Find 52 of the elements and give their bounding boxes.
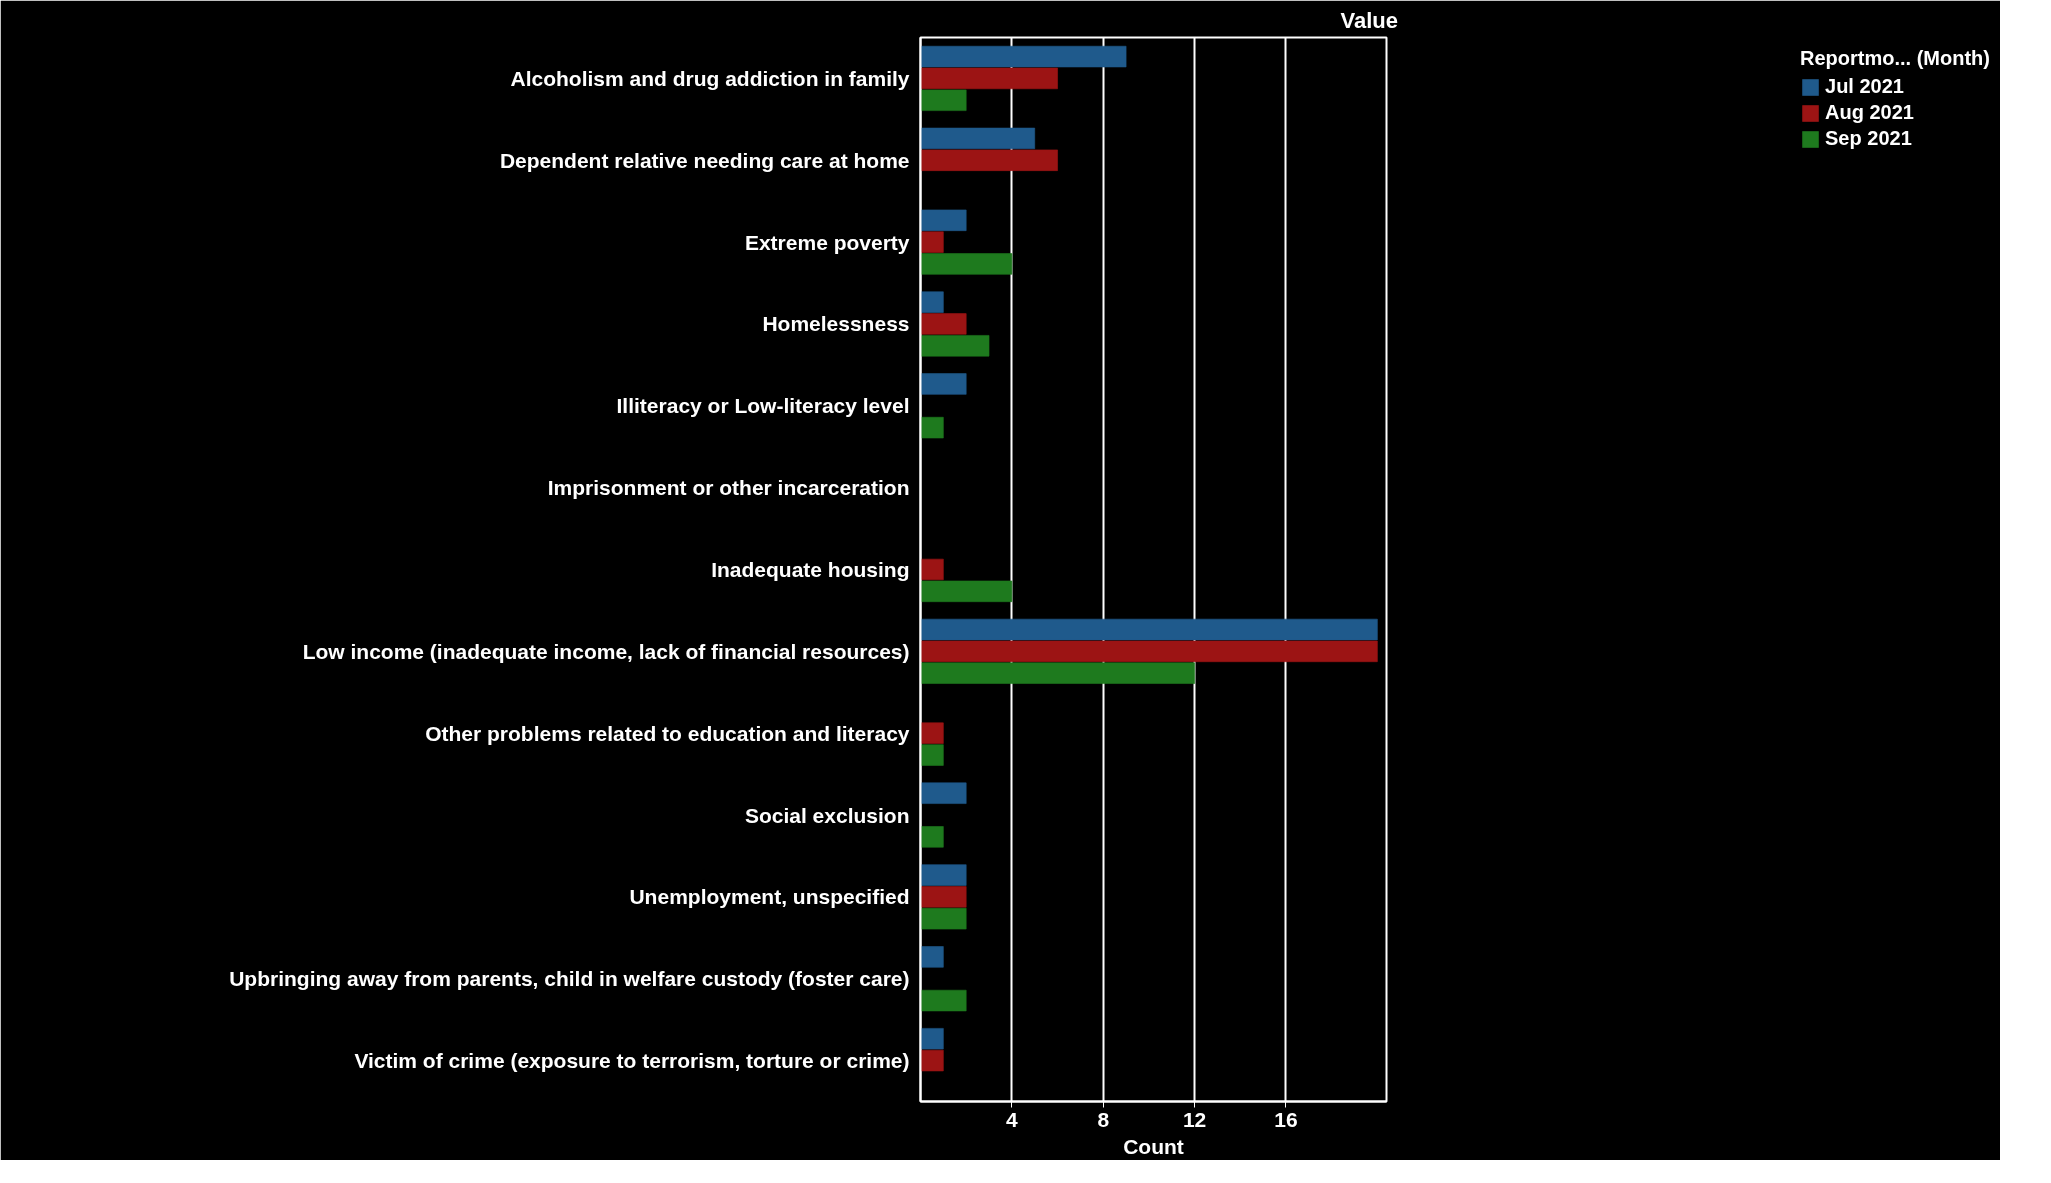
bar xyxy=(920,89,967,112)
y-tick-label: Illiteracy or Low-literacy level xyxy=(616,394,910,418)
y-tick-label: Low income (inadequate income, lack of financial resources) xyxy=(302,639,910,663)
x-tick-label: 12 xyxy=(1182,1107,1207,1131)
y-tick-label: Extreme poverty xyxy=(744,230,910,254)
bar xyxy=(920,782,967,805)
bar xyxy=(920,127,1036,150)
legend-label: Aug 2021 xyxy=(1825,101,1914,124)
bar xyxy=(920,907,967,930)
x-tick-label: 4 xyxy=(1006,1107,1019,1131)
x-axis-title: Count xyxy=(1123,1134,1184,1158)
y-tick-label: Dependent relative needing care at home xyxy=(499,148,910,172)
x-tick-label: 16 xyxy=(1274,1107,1298,1131)
bar xyxy=(920,334,990,357)
bar xyxy=(920,67,1059,90)
bar xyxy=(920,416,944,439)
bar xyxy=(920,558,944,581)
bar xyxy=(920,580,1013,603)
bar xyxy=(920,722,944,745)
y-tick-label: Other problems related to education and literacy xyxy=(425,721,910,745)
bar xyxy=(920,231,944,253)
bar xyxy=(920,744,944,766)
bar xyxy=(920,662,1196,685)
y-axis-title: Value xyxy=(1340,7,1398,33)
bar xyxy=(920,989,967,1012)
x-tick-label: 8 xyxy=(1097,1107,1110,1131)
y-tick-label: Inadequate housing xyxy=(711,558,910,581)
bar xyxy=(920,946,944,968)
y-tick-label: Unemployment, unspecified xyxy=(629,885,910,909)
y-tick-label: Homelessness xyxy=(762,312,910,336)
bar xyxy=(920,1049,944,1072)
bar xyxy=(920,618,1378,641)
y-tick-label: Imprisonment or other incarceration xyxy=(547,476,910,500)
bar xyxy=(920,149,1059,172)
bar xyxy=(920,864,967,886)
bar xyxy=(920,640,1378,663)
bar xyxy=(920,1027,944,1050)
bar xyxy=(920,313,967,335)
legend-label: Sep 2021 xyxy=(1825,127,1912,150)
bar xyxy=(920,291,944,313)
bar xyxy=(920,253,1013,275)
y-tick-label: Upbringing away from parents, child in welfare custody (foster care) xyxy=(229,967,910,991)
legend-label: Jul 2021 xyxy=(1825,75,1904,98)
bar xyxy=(920,826,944,848)
bar xyxy=(920,886,967,908)
y-tick-label: Social exclusion xyxy=(744,803,910,827)
y-tick-label: Alcoholism and drug addiction in family xyxy=(510,66,910,90)
legend-title: Reportmo... (Month) xyxy=(1800,47,1990,70)
bar xyxy=(920,45,1127,68)
bar xyxy=(920,209,967,232)
bar xyxy=(920,373,967,395)
y-tick-label: Victim of crime (exposure to terrorism, torture or crime) xyxy=(354,1049,910,1073)
